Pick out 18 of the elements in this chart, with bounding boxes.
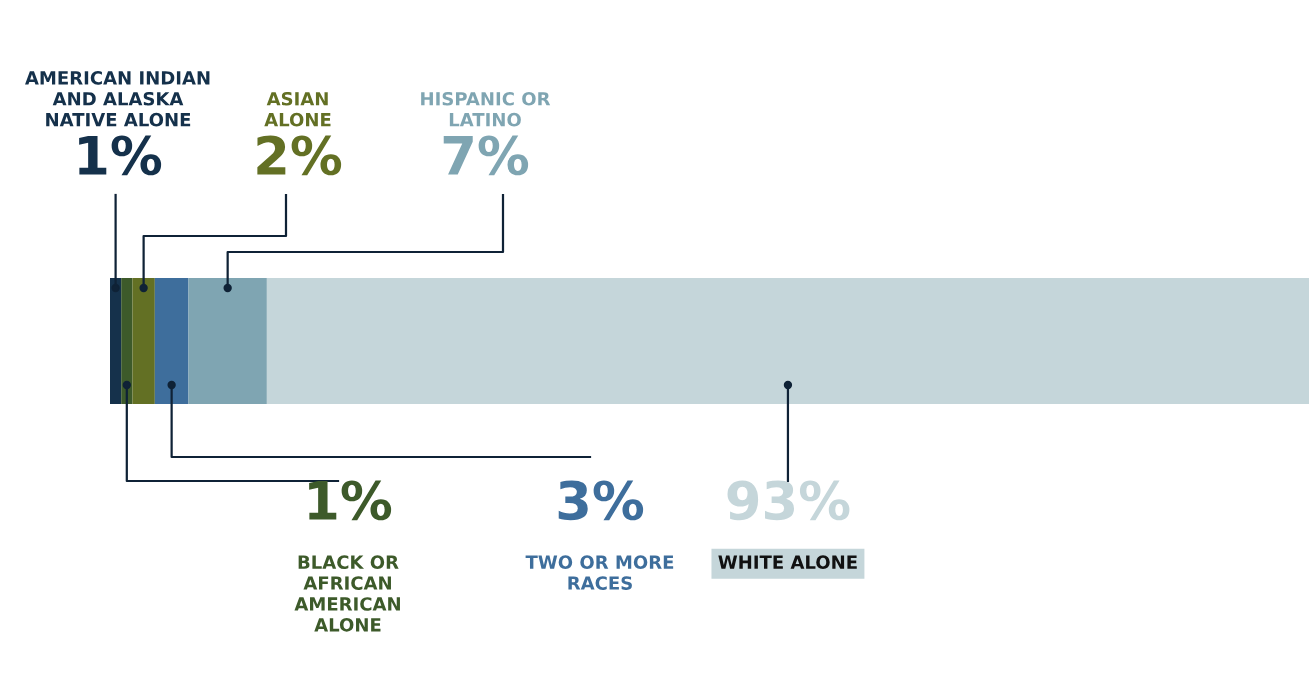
data-label: 1% (79, 135, 162, 176)
data-label: 3% (558, 480, 644, 521)
data-label: 2% (257, 135, 342, 176)
data-label: 1% (309, 480, 392, 521)
data-label: 93% (727, 480, 850, 521)
bar (188, 278, 267, 404)
bar (132, 278, 155, 404)
data-label: 7% (443, 135, 529, 176)
bar (266, 278, 1309, 404)
text: HISPANIC OR LATINO (421, 91, 551, 127)
text: ASIAN ALONE (264, 91, 331, 127)
text: WHITE ALONE (718, 555, 857, 569)
bar (154, 278, 189, 404)
bar (121, 278, 133, 404)
bar (110, 278, 122, 404)
text: AMERICAN INDIAN AND ALASKA NATIVE ALONE (25, 71, 210, 127)
text: TWO OR MORE RACES (525, 555, 674, 590)
text: BLACK OR AFRICAN AMERICAN ALONE (294, 555, 400, 632)
